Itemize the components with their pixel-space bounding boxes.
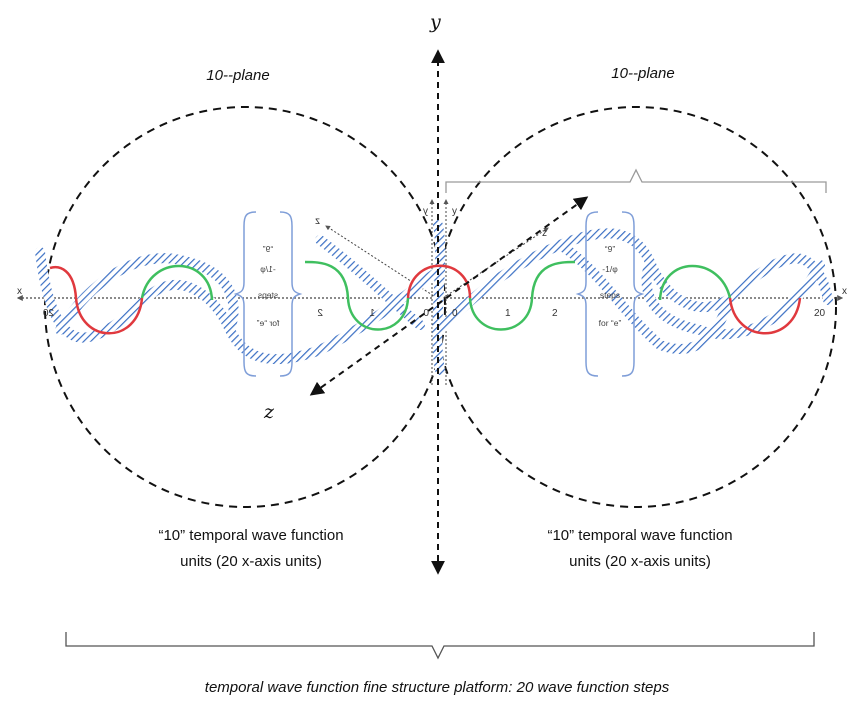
left-hatched-loop xyxy=(55,253,239,335)
left-note-line-4: for “e” xyxy=(256,318,279,328)
tick-left-20: 20 xyxy=(42,308,54,319)
x-axis-label-left: x xyxy=(17,286,22,297)
right-green-arc-2 xyxy=(658,264,732,301)
small-y-label-left-mirrored: y xyxy=(423,206,428,217)
left-note-line-1: “9” xyxy=(263,244,274,254)
small-z-label-left-mirrored: z xyxy=(315,216,320,227)
caption-left-line-2: units (20 x-axis units) xyxy=(180,553,322,570)
right-note-line-1: “9” xyxy=(605,244,616,254)
left-note-mirrored: “9” -1/φ steps for “e” xyxy=(256,244,279,328)
left-red-arc-2 xyxy=(49,266,78,299)
tick-right-2: 2 xyxy=(552,308,558,319)
upper-gray-brace xyxy=(445,168,827,193)
right-green-arc-1 xyxy=(468,260,576,331)
plane-label-right: 10--plane xyxy=(611,65,674,82)
left-note-line-2: -1/φ xyxy=(260,264,276,274)
main-y-label: y xyxy=(429,11,441,33)
bottom-brace xyxy=(65,632,815,660)
tick-left-1: 1 xyxy=(369,308,375,319)
small-y-label-right: y xyxy=(452,206,457,217)
right-red-arc xyxy=(728,297,802,335)
plane-label-left: 10--plane xyxy=(206,67,269,84)
tick-right-1: 1 xyxy=(505,308,511,319)
right-note-line-2: -1/φ xyxy=(602,264,618,274)
caption-left-line-1: “10” temporal wave function xyxy=(158,527,343,544)
right-hatched-loop xyxy=(641,257,825,340)
right-note-right-brace xyxy=(621,211,645,377)
tick-right-0: 0 xyxy=(452,308,458,319)
left-note-left-brace xyxy=(233,211,257,377)
caption-right-line-1: “10” temporal wave function xyxy=(547,527,732,544)
left-green-arc-2 xyxy=(140,264,214,301)
small-z-label-right: z xyxy=(542,228,547,239)
caption-right-line-2: units (20 x-axis units) xyxy=(569,553,711,570)
right-note-line-4: for “e” xyxy=(599,318,622,328)
tick-left-2: 2 xyxy=(317,308,323,319)
tick-right-20: 20 xyxy=(814,308,826,319)
right-plane-circle xyxy=(435,106,837,508)
small-z-label-left: z xyxy=(315,216,320,227)
left-red-arc-1 xyxy=(74,297,144,335)
right-note-line-3: steps xyxy=(600,290,620,300)
x-label-left-mirrored: x xyxy=(17,286,22,297)
bottom-caption: temporal wave function fine structure pl… xyxy=(205,679,670,696)
main-z-label: z xyxy=(263,401,275,423)
right-hatched-diagonal xyxy=(555,240,735,354)
left-note-right-brace xyxy=(279,211,303,377)
left-note-line-3: steps xyxy=(258,290,278,300)
small-y-label-left: y xyxy=(423,206,428,217)
x-axis-label-right: x xyxy=(842,286,847,297)
left-hatched-wave xyxy=(35,247,445,365)
main-z-axis xyxy=(309,196,589,396)
